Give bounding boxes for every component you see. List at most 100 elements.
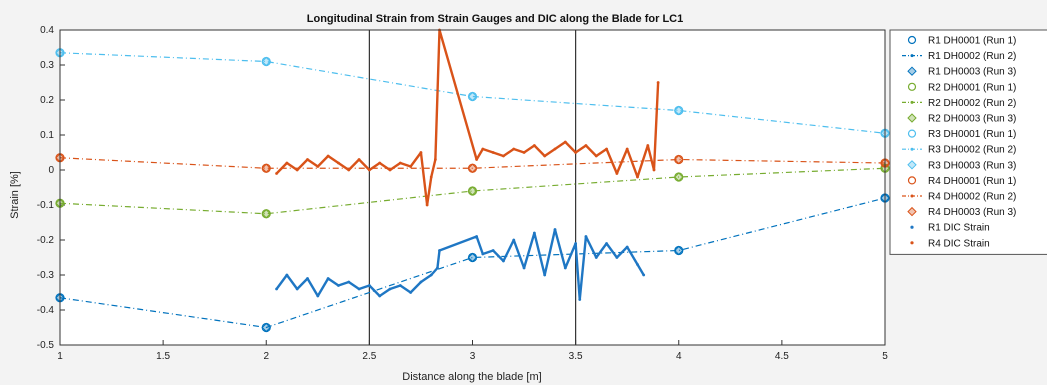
y-tick-label-8: -0.4: [37, 305, 55, 316]
legend-item-0: R1 DH0001 (Run 1): [907, 36, 1016, 47]
data-point: [481, 147, 485, 151]
data-point: [275, 287, 278, 291]
x-tick-label-0: 1: [57, 351, 63, 362]
data-point: [625, 147, 629, 151]
data-point: [532, 144, 536, 147]
data-point: [261, 209, 271, 219]
data-point: [433, 158, 437, 161]
legend-label-5: R2 DH0003 (Run 3): [928, 114, 1016, 125]
data-point: [467, 252, 478, 263]
data-point: [481, 252, 485, 256]
data-point: [594, 256, 598, 259]
legend-item-12: R1 DIC Strain: [910, 223, 990, 234]
legend-label-10: R4 DH0002 (Run 2): [928, 192, 1016, 203]
legend-label-13: R4 DIC Strain: [928, 238, 990, 249]
series-7: [59, 52, 886, 134]
data-point: [563, 266, 567, 270]
chart-title: Longitudinal Strain from Strain Gauges a…: [307, 13, 683, 25]
data-point: [625, 245, 629, 249]
legend-item-1: R1 DH0002 (Run 2): [902, 51, 1016, 62]
data-point: [502, 259, 505, 263]
data-point: [475, 158, 479, 161]
legend-swatch-dot: [910, 54, 914, 58]
x-tick-label-6: 4: [676, 351, 682, 362]
data-point: [584, 235, 588, 238]
legend-item-13: R4 DIC Strain: [910, 238, 990, 249]
data-point: [425, 203, 429, 207]
legend-label-2: R1 DH0003 (Run 3): [928, 67, 1016, 78]
data-point: [261, 322, 271, 333]
series-8: [55, 48, 890, 138]
data-point: [347, 168, 351, 172]
data-point: [674, 172, 684, 182]
legend-swatch: [910, 225, 914, 229]
data-point: [295, 287, 299, 291]
series-2: [55, 193, 890, 333]
legend-item-5: R2 DH0003 (Run 3): [907, 113, 1016, 125]
legend-swatch: [907, 82, 917, 91]
legend-box: [889, 29, 1047, 255]
x-tick-label-3: 2.5: [362, 351, 376, 362]
legend-swatch: [907, 176, 917, 185]
data-point: [285, 161, 289, 165]
legend-swatch: [907, 206, 917, 217]
legend-item-11: R4 DH0003 (Run 3): [907, 206, 1016, 218]
data-point: [646, 144, 650, 147]
y-tick-label-1: 0.3: [40, 60, 54, 71]
legend-label-4: R2 DH0002 (Run 2): [928, 98, 1016, 109]
series-line-1: [59, 197, 886, 329]
y-axis-title: Strain [%]: [9, 171, 21, 219]
data-point: [378, 161, 382, 165]
data-point: [636, 175, 639, 179]
data-point: [378, 294, 382, 298]
legend-label-6: R3 DH0001 (Run 1): [928, 129, 1016, 140]
series-line-4: [59, 167, 886, 215]
data-point: [563, 140, 567, 144]
data-point: [574, 151, 578, 154]
series-line-10: [59, 157, 886, 169]
data-point: [438, 249, 441, 252]
y-tick-label-7: -0.3: [37, 270, 55, 281]
legend-label-12: R1 DIC Strain: [928, 223, 990, 234]
series-1: [59, 197, 886, 329]
legend-label-0: R1 DH0001 (Run 1): [928, 36, 1016, 47]
data-point: [429, 273, 433, 277]
data-point: [467, 163, 478, 173]
data-point: [512, 147, 516, 151]
legend-item-3: R2 DH0001 (Run 1): [907, 82, 1016, 93]
legend-label-7: R3 DH0002 (Run 2): [928, 145, 1016, 156]
data-point: [553, 147, 557, 151]
data-point: [532, 231, 536, 235]
data-point: [594, 154, 598, 158]
data-point: [615, 256, 619, 259]
y-tick-label-5: -0.1: [37, 200, 55, 211]
data-point: [605, 147, 608, 151]
legend-label-1: R1 DH0002 (Run 2): [928, 51, 1016, 62]
data-point: [475, 235, 479, 238]
x-axis-title: Distance along the blade [m]: [402, 371, 541, 383]
legend-swatch-dot: [910, 100, 914, 104]
data-point: [285, 273, 289, 277]
data-point: [578, 298, 582, 301]
series-4: [59, 167, 886, 215]
y-tick-label-6: -0.2: [37, 235, 55, 246]
data-point: [261, 163, 271, 173]
data-point: [357, 158, 361, 161]
data-point: [436, 266, 439, 270]
x-tick-label-8: 5: [882, 351, 888, 362]
y-tick-label-0: 0.4: [40, 25, 54, 36]
legend-item-6: R3 DH0001 (Run 1): [907, 129, 1016, 140]
data-point: [419, 151, 423, 154]
y-tick-label-3: 0.1: [40, 130, 54, 141]
legend-swatch: [910, 241, 914, 245]
data-point: [347, 280, 351, 284]
legend-item-4: R2 DH0002 (Run 2): [902, 98, 1016, 109]
data-point: [674, 105, 684, 116]
data-point: [543, 154, 547, 158]
plot-area: 1 1.5 2 2.5 3 3.5 4 4.5 5 0.4 0.3 0.2 0.1 0 -0.1 -0.2 -0…: [37, 25, 890, 362]
data-point: [388, 168, 392, 172]
legend-item-10: R4 DH0002 (Run 2): [902, 192, 1016, 203]
data-point: [543, 273, 547, 277]
data-point: [398, 161, 402, 165]
